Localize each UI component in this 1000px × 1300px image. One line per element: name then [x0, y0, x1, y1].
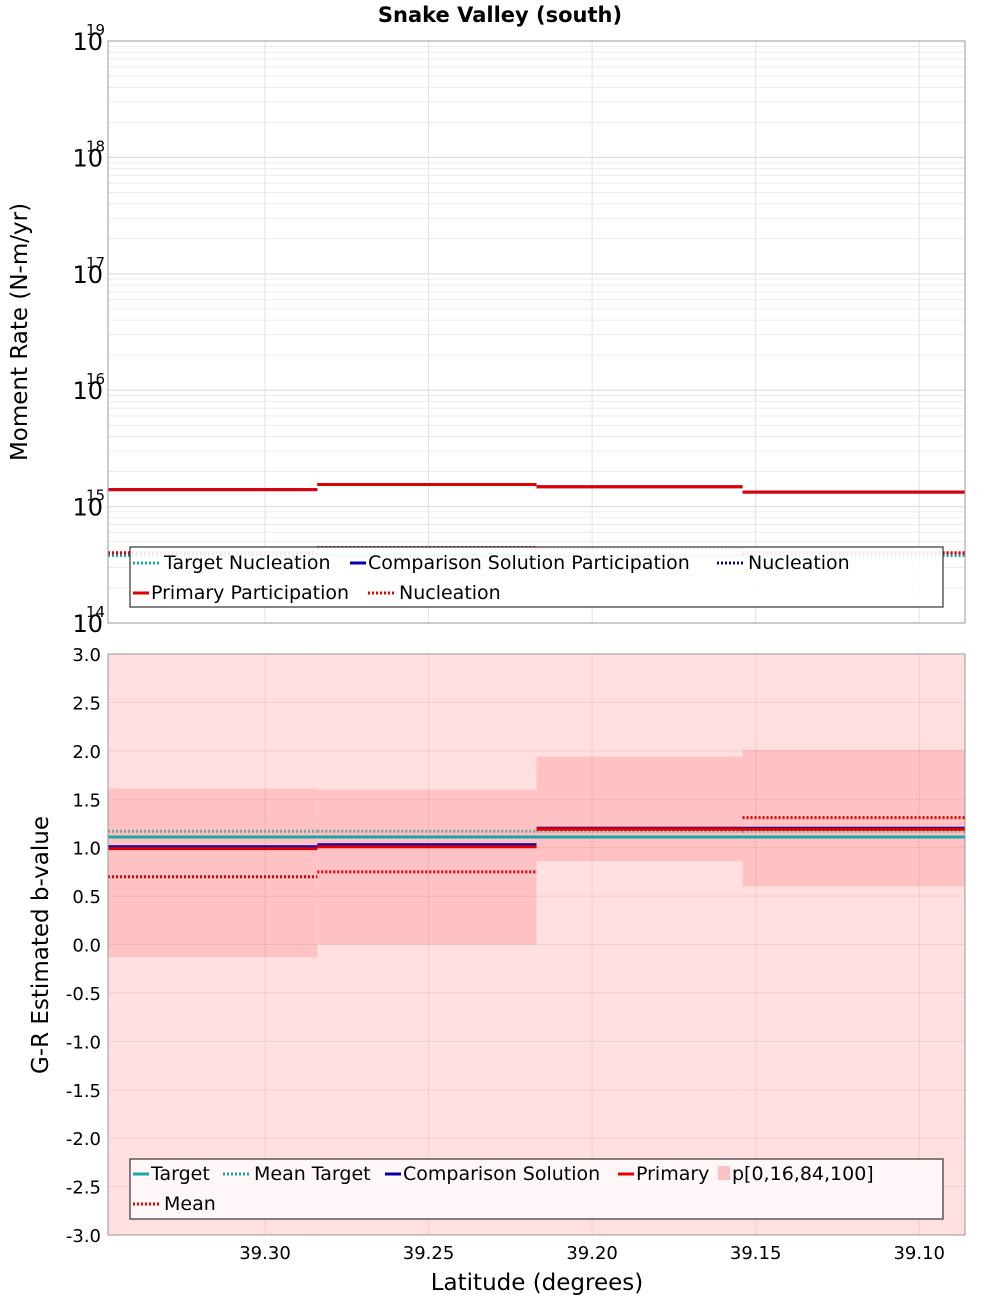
y-tick-label: -2.0: [66, 1129, 101, 1150]
legend-swatch-percentile-band: [718, 1166, 730, 1180]
moment-rate-grid: [108, 41, 965, 624]
moment-rate-series: [108, 482, 965, 558]
y-tick-exponent: 19: [86, 21, 105, 39]
legend-label-mean: Mean: [164, 1193, 216, 1215]
x-tick-label: 39.15: [730, 1243, 782, 1264]
legend-label-mean-target: Mean Target: [254, 1163, 371, 1185]
y-tick-label: -1.0: [66, 1032, 101, 1053]
legend-label-primary-participation: Primary Participation: [151, 582, 349, 604]
y-tick-exponent: 14: [86, 603, 105, 621]
y-tick-base: 10: [72, 610, 103, 638]
y-tick-label: -3.0: [66, 1226, 101, 1247]
moment-rate-y-axis-label: Moment Rate (N-m/yr): [7, 203, 33, 461]
legend-label-primary-nucleation: Nucleation: [399, 582, 501, 604]
legend-label-percentile-band: p[0,16,84,100]: [732, 1163, 874, 1185]
x-tick-label: 39.25: [403, 1243, 455, 1264]
legend-label-comparison-participation: Comparison Solution Participation: [368, 552, 690, 574]
b-value-legend: Target Mean Target Comparison Solution P…: [129, 1158, 944, 1220]
y-tick-exponent: 15: [86, 487, 105, 505]
y-tick-base: 10: [72, 377, 103, 405]
moment-rate-legend: Target Nucleation Comparison Solution Pa…: [129, 546, 944, 608]
y-tick-exponent: 17: [86, 254, 105, 272]
x-axis-label: Latitude (degrees): [431, 1270, 644, 1296]
y-tick-label: -1.5: [66, 1081, 101, 1102]
b-value-series: [108, 816, 965, 879]
y-tick-label: 1.5: [72, 790, 101, 811]
b-value-legend-box: [129, 1158, 944, 1220]
chart-title: Snake Valley (south): [378, 3, 622, 27]
b-value-plot-frame: [107, 653, 966, 1236]
b-value-y-ticks: -3.0 -2.5 -2.0 -1.5 -1.0 -0.5 0.0 0.5 1.0 1.5 2.0 2…: [66, 645, 101, 1247]
x-tick-label: 39.30: [239, 1243, 291, 1264]
y-tick-exponent: 16: [86, 370, 105, 388]
legend-label-comparison-nucleation: Nucleation: [748, 552, 850, 574]
y-tick-base: 10: [72, 494, 103, 522]
band-inner: [108, 788, 318, 958]
y-tick-base: 10: [72, 261, 103, 289]
y-tick-base: 10: [72, 28, 103, 56]
y-tick-label: -2.5: [66, 1178, 101, 1199]
b-value-percentile-bands: [108, 654, 965, 1235]
legend-label-target: Target: [150, 1163, 210, 1185]
y-tick-exponent: 18: [86, 137, 105, 155]
legend-label-comparison-solution: Comparison Solution: [403, 1163, 600, 1185]
x-tick-label: 39.10: [893, 1243, 945, 1264]
y-tick-label: 3.0: [72, 645, 101, 666]
y-tick-label: 0.0: [72, 936, 101, 957]
b-value-y-axis-label: G-R Estimated b-value: [28, 816, 54, 1074]
y-tick-base: 10: [72, 144, 103, 172]
band-inner: [536, 756, 743, 862]
b-value-panel: -3.0 -2.5 -2.0 -1.5 -1.0 -0.5 0.0 0.5 1.0 1.5 2.0 2…: [28, 645, 966, 1296]
moment-rate-legend-box: [129, 546, 944, 608]
y-tick-label: 2.5: [72, 693, 101, 714]
band-outer: [536, 654, 743, 1235]
legend-label-target-nucleation: Target Nucleation: [163, 552, 331, 574]
x-axis-ticks: 39.30 39.25 39.20 39.15 39.10: [239, 1243, 945, 1264]
band-inner: [317, 789, 537, 945]
y-tick-label: 2.0: [72, 742, 101, 763]
legend-label-primary: Primary: [636, 1163, 709, 1185]
x-tick-label: 39.20: [566, 1243, 618, 1264]
y-tick-label: 0.5: [72, 887, 101, 908]
y-tick-label: 1.0: [72, 839, 101, 860]
y-tick-label: -0.5: [66, 984, 101, 1005]
moment-rate-plot-frame: [107, 40, 966, 624]
